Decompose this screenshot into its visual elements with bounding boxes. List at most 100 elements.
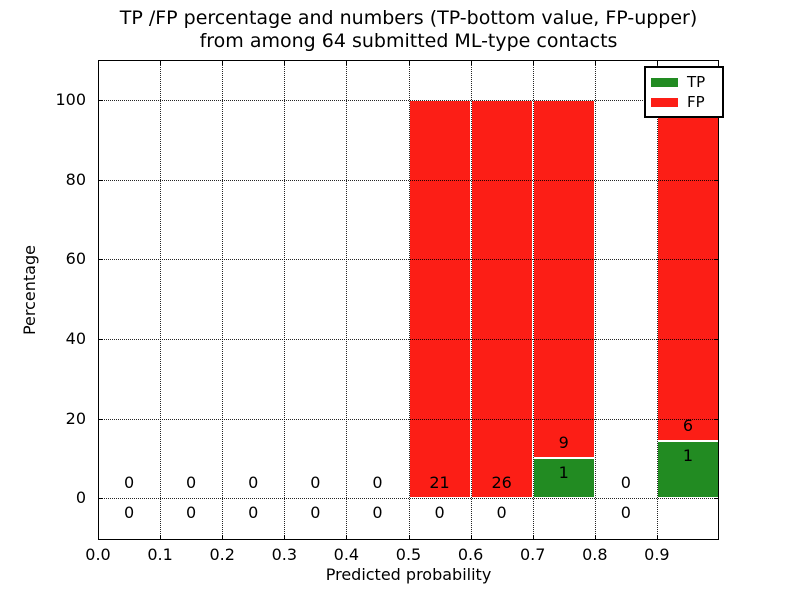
x-tick-bottom [346,535,347,540]
tp-count-label: 1 [558,463,569,483]
fp-count-label: 0 [123,473,135,493]
y-gridline [98,100,719,101]
x-gridline [657,60,658,540]
x-gridline [595,60,596,540]
x-tick-label: 0.1 [147,545,173,564]
y-tick-right [714,259,719,260]
x-tick-top [409,60,410,65]
x-tick-label: 0.0 [85,545,111,564]
y-tick-right [714,419,719,420]
x-tick-bottom [657,535,658,540]
x-gridline [471,60,472,540]
tp-count-label: 0 [310,503,321,523]
x-tick-label: 0.8 [582,545,608,564]
tp-count-label: 0 [123,503,135,523]
x-axis-label: Predicted probability [325,565,492,584]
y-axis-label: Percentage [20,245,39,336]
x-tick-top [471,60,472,65]
fp-bar [656,99,719,442]
x-gridline [409,60,410,540]
fp-count-label: 6 [682,416,694,436]
y-tick-right [714,339,719,340]
x-gridline [160,60,161,540]
y-tick-label: 40 [65,328,86,348]
x-tick-bottom [98,535,99,540]
x-tick-label: 0.6 [457,545,484,564]
y-tick-left [98,180,103,181]
fp-count-label: 9 [558,433,569,453]
y-tick-left [98,339,103,340]
y-gridline [98,259,719,260]
fp-count-label: 0 [186,473,197,493]
y-tick-label: 60 [65,249,86,269]
legend-item-tp: TP [651,74,717,90]
x-gridline [533,60,534,540]
x-tick-top [595,60,596,65]
x-gridline [222,60,223,540]
legend: TP FP [644,66,724,118]
y-tick-right [714,180,719,181]
y-tick-left [98,259,103,260]
x-tick-label: 0.3 [271,545,298,564]
x-tick-label: 0.2 [209,545,235,564]
y-gridline [98,419,719,420]
legend-item-fp: FP [651,94,717,110]
fp-legend-swatch-icon [651,97,678,107]
fp-count-label: 0 [310,473,321,493]
chart-title-line-1: TP /FP percentage and numbers (TP-bottom… [119,7,698,29]
x-tick-bottom [533,535,534,540]
x-tick-bottom [595,535,596,540]
y-tick-label: 80 [65,169,86,189]
y-tick-left [98,419,103,420]
tp-count-label: 1 [682,446,694,466]
chart-title: TP /FP percentage and numbers (TP-bottom… [98,7,719,53]
x-gridline [346,60,347,540]
x-tick-top [533,60,534,65]
fp-count-label: 0 [620,473,631,493]
x-tick-top [284,60,285,65]
tp-legend-swatch-icon [651,77,678,87]
x-tick-top [657,60,658,65]
x-tick-bottom [471,535,472,540]
x-tick-label: 0.4 [333,545,360,564]
x-tick-label: 0.5 [395,545,422,564]
x-tick-label: 0.9 [644,545,670,564]
legend-label-fp: FP [687,93,705,111]
tp-count-label: 0 [434,503,445,523]
plot-area: TP FP 0 0 0 0 0 0 0 0 0 0 21 0 26 0 9 1 0 0 6 1 [98,60,724,540]
x-tick-bottom [284,535,285,540]
x-tick-bottom [409,535,410,540]
y-tick-left [98,498,103,499]
y-gridline [98,498,719,499]
y-tick-right [714,498,719,499]
tp-count-label: 0 [496,503,507,523]
fp-bar [532,99,595,459]
x-tick-top [160,60,161,65]
x-tick-top [346,60,347,65]
x-tick-top [98,60,99,65]
fp-count-label: 26 [491,473,512,493]
y-tick-label: 0 [75,488,86,508]
chart-title-line-2: from among 64 submitted ML-type contacts [199,30,618,52]
y-gridline [98,180,719,181]
tp-count-label: 0 [372,503,383,523]
legend-label-tp: TP [687,73,706,91]
tp-count-label: 0 [186,503,197,523]
y-gridline [98,339,719,340]
y-tick-label: 20 [65,408,86,428]
x-tick-bottom [160,535,161,540]
fp-bar [408,99,471,499]
tp-count-label: 0 [248,503,259,523]
x-tick-bottom [222,535,223,540]
y-tick-left [98,100,103,101]
fp-count-label: 0 [372,473,383,493]
x-tick-label: 0.7 [519,545,546,564]
x-gridline [284,60,285,540]
fp-count-label: 21 [429,473,450,493]
x-tick-top [222,60,223,65]
fp-bar [470,99,533,499]
y-tick-label: 100 [55,89,86,109]
fp-count-label: 0 [248,473,259,493]
tp-count-label: 0 [620,503,631,523]
